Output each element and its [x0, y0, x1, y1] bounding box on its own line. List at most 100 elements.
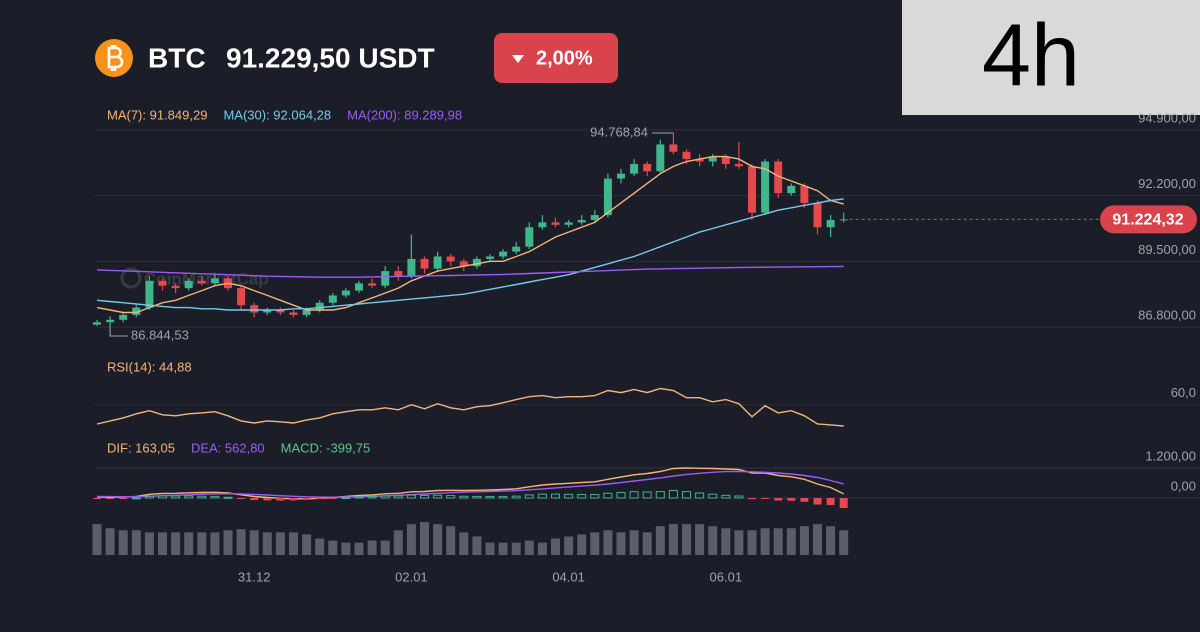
macd-bar — [393, 495, 403, 499]
legend-entry: DIF: 163,05 — [107, 440, 175, 455]
volume-bar — [236, 529, 246, 555]
candle-body — [721, 156, 730, 164]
volume-bar — [695, 524, 705, 555]
candle-body — [577, 219, 586, 223]
macd-bar — [210, 495, 220, 499]
legend-entry: MA(200): 89.289,98 — [347, 107, 462, 122]
candle-body — [368, 283, 377, 286]
macd-bar — [131, 497, 141, 500]
macd-bar — [748, 498, 756, 500]
candle-body — [774, 161, 783, 194]
candle-body — [761, 161, 770, 213]
volume-bar — [341, 542, 351, 555]
candle-body — [643, 163, 652, 172]
macd-bar — [197, 495, 207, 499]
candle-body — [656, 144, 665, 172]
volume-bar — [406, 524, 416, 555]
volume-bar — [603, 530, 613, 555]
volume-bar — [642, 532, 652, 555]
volume-bar — [799, 526, 809, 555]
macd-bar — [184, 495, 194, 499]
line-series — [96, 470, 844, 498]
macd-bar — [629, 491, 639, 499]
legend-entry: MA(30): 92.064,28 — [223, 107, 331, 122]
volume-bar — [629, 530, 639, 555]
macd-bar — [839, 498, 848, 508]
candle-body — [420, 258, 429, 269]
volume-bar — [472, 536, 482, 555]
candle-body — [302, 310, 311, 315]
macd-bar — [459, 495, 469, 499]
legend-entry: MACD: -399,75 — [281, 440, 371, 455]
x-tick-label: 06.01 — [710, 569, 743, 584]
current-price-label: 91.224,32 — [1112, 212, 1183, 229]
candle-body — [184, 280, 193, 289]
volume-bar — [92, 524, 102, 555]
macd-bar — [420, 495, 429, 499]
macd-bar — [642, 491, 652, 499]
volume-bar — [367, 540, 377, 555]
volume-bar — [433, 524, 443, 555]
line-series — [96, 265, 844, 278]
candle-body — [695, 159, 704, 162]
candle-body — [826, 219, 835, 228]
line-series — [96, 387, 844, 427]
x-tick-label: 04.01 — [552, 569, 585, 584]
candle-body — [512, 246, 521, 252]
volume-bar — [275, 532, 285, 555]
macd-bar — [446, 495, 456, 499]
volume-bar — [210, 532, 220, 555]
candle-body — [145, 280, 154, 308]
volume-bar — [708, 526, 718, 555]
volume-bar — [813, 524, 822, 555]
volume-bar — [773, 528, 783, 555]
volume-bar — [158, 532, 167, 555]
coin-glyph — [107, 45, 124, 71]
volume-bar — [826, 526, 836, 555]
volume-bar — [839, 530, 849, 555]
low-label: 86.844,53 — [131, 327, 189, 342]
macd-bar — [237, 498, 246, 499]
candle-body — [813, 202, 822, 228]
candle-body — [603, 178, 612, 216]
candle-body — [210, 278, 219, 284]
volume-bar — [551, 538, 560, 555]
macd-bar — [590, 494, 600, 499]
volume-bar — [590, 532, 600, 555]
macd-bar — [498, 495, 508, 499]
macd-bar — [158, 495, 167, 499]
macd-bar — [721, 494, 731, 499]
marks — [92, 132, 1197, 555]
header: BTC 91.229,50 USDT 2,00% — [95, 33, 618, 83]
y-tick-label: 89.500,00 — [1138, 242, 1196, 257]
volume-bar — [354, 542, 364, 555]
volume-bar — [118, 530, 128, 555]
volume-bar — [171, 532, 181, 555]
macd-bar — [315, 498, 324, 500]
candle-body — [289, 312, 298, 315]
candle-body — [132, 307, 141, 315]
macd-bar — [826, 498, 835, 505]
volume-bar — [537, 542, 547, 555]
candle-body — [787, 185, 796, 194]
macd-bar — [761, 498, 770, 499]
candle-body — [538, 222, 547, 228]
macd-bar — [250, 498, 259, 501]
macd-bar — [668, 489, 678, 499]
candle-body — [276, 310, 285, 313]
candle-body — [93, 322, 101, 325]
macd-bar — [485, 496, 495, 499]
y-tick-label: 0,00 — [1171, 478, 1196, 493]
macd-bar — [93, 498, 101, 499]
volume-bar — [328, 540, 338, 555]
candle-body — [839, 219, 848, 221]
candle-body — [564, 222, 573, 225]
volume-bar — [564, 536, 574, 555]
macd-bar — [106, 498, 115, 499]
candle-body — [237, 288, 246, 306]
macd-bar — [119, 498, 128, 499]
macd-bar — [577, 493, 587, 499]
macd-bar — [524, 494, 534, 499]
candle-body — [486, 256, 494, 259]
